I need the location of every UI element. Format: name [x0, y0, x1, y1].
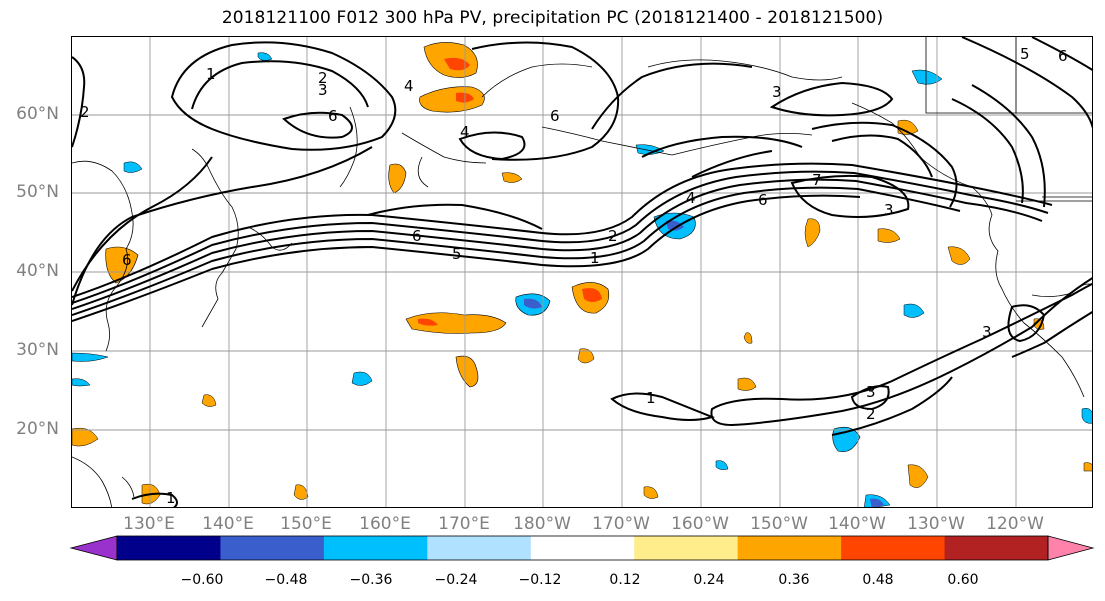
pv-contour-labels: 1 2 3 4 6 4 6 6 5 3 7 6 4 3 2 1 3 3 2 1 …	[80, 45, 1068, 507]
contour-label: 5	[1020, 45, 1030, 63]
lon-label-170e: 170°E	[438, 514, 490, 534]
contour-label: 4	[404, 77, 414, 95]
colorbar-tick: 0.24	[693, 572, 725, 588]
contour-label: 6	[122, 251, 132, 269]
contour-label: 3	[866, 383, 876, 401]
colorbar-tick: 0.36	[778, 572, 810, 588]
lon-label-170w: 170°W	[592, 514, 650, 534]
lon-label-120w: 120°W	[986, 514, 1044, 534]
contour-label: 3	[982, 323, 992, 341]
lon-label-140e: 140°E	[202, 514, 254, 534]
lat-label-20n: 20°N	[16, 419, 59, 439]
contour-label: 7	[812, 171, 822, 189]
colorbar-tick: 0.12	[609, 572, 641, 588]
lon-label-150w: 150°W	[750, 514, 808, 534]
colorbar-tick: −0.36	[349, 572, 393, 588]
contour-label: 3	[318, 81, 328, 99]
colorbar-segment	[944, 536, 1049, 560]
colorbar-segment	[220, 536, 325, 560]
contour-label: 4	[686, 189, 696, 207]
contour-label: 2	[80, 103, 90, 121]
lon-label-130e: 130°E	[123, 514, 175, 534]
lon-label-160w: 160°W	[671, 514, 729, 534]
colorbar	[69, 535, 1095, 561]
contour-label: 6	[1058, 47, 1068, 65]
colorbar-tick: −0.48	[264, 572, 308, 588]
contour-label: 1	[206, 65, 216, 83]
contour-label: 1	[646, 389, 656, 407]
colorbar-tick: −0.12	[518, 572, 562, 588]
lat-label-50n: 50°N	[16, 182, 59, 202]
map-panel: 1 2 3 4 6 4 6 6 5 3 7 6 4 3 2 1 3 3 2 1 …	[71, 36, 1093, 508]
map-title: 2018121100 F012 300 hPa PV, precipitatio…	[221, 8, 884, 28]
contour-label: 1	[166, 489, 176, 507]
colorbar-tick: −0.24	[434, 572, 478, 588]
lon-label-150e: 150°E	[280, 514, 332, 534]
contour-label: 3	[772, 83, 782, 101]
contour-label: 2	[318, 69, 328, 87]
colorbar-tick: 0.60	[947, 572, 979, 588]
pv-contours	[72, 37, 1092, 507]
lon-label-140w: 140°W	[828, 514, 886, 534]
contour-label: 4	[460, 123, 470, 141]
lon-label-160e: 160°E	[359, 514, 411, 534]
colorbar-tick: −0.60	[180, 572, 224, 588]
colorbar-tick: 0.48	[862, 572, 894, 588]
lon-label-180w: 180°W	[513, 514, 571, 534]
colorbar-segment	[323, 536, 428, 560]
coastlines	[72, 37, 1092, 507]
contour-label: 2	[608, 227, 618, 245]
contour-label: 6	[758, 191, 768, 209]
contour-label: 3	[884, 201, 894, 219]
colorbar-outline	[116, 535, 1049, 561]
precipitation-shading	[72, 42, 1092, 507]
colorbar-segment	[634, 536, 739, 560]
colorbar-segment	[841, 536, 946, 560]
contour-label: 5	[452, 245, 462, 263]
lon-label-130w: 130°W	[907, 514, 965, 534]
colorbar-segment	[427, 536, 532, 560]
colorbar-segment	[737, 536, 842, 560]
contour-label: 1	[590, 249, 600, 267]
colorbar-segment	[117, 536, 221, 560]
contour-label: 2	[866, 405, 876, 423]
lat-label-30n: 30°N	[16, 340, 59, 360]
colorbar-segments	[69, 535, 1095, 561]
graticule-grid	[72, 37, 1092, 507]
colorbar-segment	[530, 536, 635, 560]
contour-label: 6	[550, 107, 560, 125]
contour-label: 6	[328, 107, 338, 125]
map-canvas: 1 2 3 4 6 4 6 6 5 3 7 6 4 3 2 1 3 3 2 1 …	[72, 37, 1092, 507]
lat-label-40n: 40°N	[16, 261, 59, 281]
contour-label: 6	[412, 227, 422, 245]
lat-label-60n: 60°N	[16, 104, 59, 124]
colorbar-extend-min	[69, 535, 118, 561]
colorbar-extend-max	[1047, 535, 1095, 561]
